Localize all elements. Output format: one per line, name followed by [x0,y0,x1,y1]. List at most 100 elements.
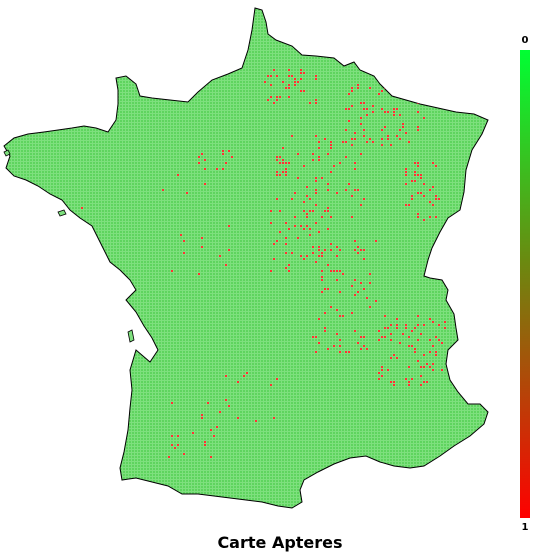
hotspot-cell [345,156,347,158]
hotspot-cell [390,381,392,383]
hotspot-cell [423,219,425,221]
hotspot-cell [312,336,314,338]
hotspot-cell [171,435,173,437]
hotspot-cell [315,99,317,101]
hotspot-cell [276,174,278,176]
hotspot-cell [348,93,350,95]
hotspot-cell [363,249,365,251]
hotspot-cell [378,330,380,332]
hotspot-cell [303,72,305,74]
hotspot-cell [318,255,320,257]
hotspot-cell [201,153,203,155]
hotspot-cell [369,282,371,284]
hotspot-cell [315,189,317,191]
hotspot-cell [357,291,359,293]
hotspot-cell [309,228,311,230]
hotspot-cell [360,282,362,284]
hotspot-cell [408,366,410,368]
hotspot-cell [198,273,200,275]
hotspot-cell [432,321,434,323]
hotspot-cell [405,324,407,326]
hotspot-cell [210,456,212,458]
hotspot-cell [393,111,395,113]
hotspot-cell [315,78,317,80]
hotspot-cell [303,210,305,212]
hotspot-cell [279,231,281,233]
legend-colorbar [520,50,530,518]
hotspot-cell [423,195,425,197]
hotspot-cell [390,333,392,335]
hotspot-cell [327,189,329,191]
hotspot-cell [315,351,317,353]
hotspot-cell [357,87,359,89]
hotspot-cell [339,291,341,293]
hotspot-cell [399,114,401,116]
hotspot-cell [276,378,278,380]
hotspot-cell [414,348,416,350]
hotspot-cell [297,177,299,179]
hotspot-cell [339,162,341,164]
hotspot-cell [405,171,407,173]
hotspot-cell [246,372,248,374]
hotspot-cell [405,327,407,329]
hotspot-cell [315,75,317,77]
hotspot-cell [411,378,413,380]
hotspot-cell [444,327,446,329]
hotspot-cell [390,144,392,146]
hotspot-cell [306,225,308,227]
hotspot-cell [348,108,350,110]
hotspot-cell [204,444,206,446]
hotspot-cell [327,228,329,230]
hotspot-cell [351,90,353,92]
hotspot-cell [357,246,359,248]
hotspot-cell [369,87,371,89]
hotspot-cell [384,336,386,338]
hotspot-cell [312,159,314,161]
hotspot-cell [225,375,227,377]
hotspot-cell [336,333,338,335]
hotspot-cell [435,216,437,218]
hotspot-cell [303,258,305,260]
hotspot-cell [354,138,356,140]
hotspot-cell [324,327,326,329]
hotspot-cell [315,336,317,338]
hotspot-cell [396,327,398,329]
hotspot-cell [309,234,311,236]
hotspot-cell [396,135,398,137]
hotspot-cell [345,351,347,353]
hotspot-cell [420,177,422,179]
hotspot-cell [288,162,290,164]
hotspot-cell [285,174,287,176]
hotspot-cell [408,141,410,143]
hotspot-cell [423,381,425,383]
hotspot-cell [390,87,392,89]
hotspot-cell [393,114,395,116]
hotspot-cell [438,198,440,200]
hotspot-cell [345,189,347,191]
hotspot-cell [414,171,416,173]
hotspot-cell [318,318,320,320]
hotspot-cell [411,330,413,332]
hotspot-cell [201,417,203,419]
hotspot-cell [420,375,422,377]
hotspot-cell [300,69,302,71]
hotspot-cell [432,369,434,371]
hotspot-cell [318,342,320,344]
hotspot-cell [405,132,407,134]
hotspot-cell [324,288,326,290]
hotspot-cell [351,105,353,107]
hotspot-cell [351,285,353,287]
hotspot-cell [435,195,437,197]
hotspot-cell [381,366,383,368]
hotspot-cell [381,375,383,377]
hotspot-cell [336,279,338,281]
hotspot-cell [228,150,230,152]
hotspot-cell [330,216,332,218]
hotspot-cell [417,162,419,164]
hotspot-cell [276,156,278,158]
hotspot-cell [291,75,293,77]
hotspot-cell [336,309,338,311]
hotspot-cell [300,255,302,257]
hotspot-cell [429,318,431,320]
hotspot-cell [399,342,401,344]
